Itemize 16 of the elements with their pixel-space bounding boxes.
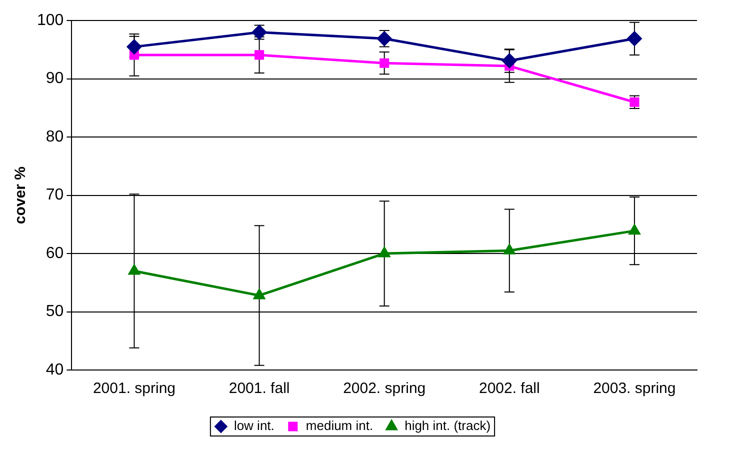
legend-label: low int. [234,418,274,434]
y-tick-label: 40 [46,361,64,378]
x-tick-label: 2003. spring [593,380,676,398]
x-tick-label: 2002. spring [343,380,426,398]
y-tick-label: 50 [46,303,64,320]
y-tick-label: 100 [36,12,64,30]
y-tick-label: 90 [46,70,64,88]
legend-label: high int. (track) [404,418,491,434]
y-tick-label: 70 [46,186,64,204]
x-tick-label: 2001. spring [92,380,176,398]
y-tick-label: 80 [46,128,64,146]
x-tick-label: 2001. fall [228,380,290,398]
y-axis-title: cover % [12,166,30,224]
legend-label: medium int. [306,418,374,434]
y-tick-label: 60 [46,244,64,262]
x-tick-label: 2002. fall [478,380,540,398]
